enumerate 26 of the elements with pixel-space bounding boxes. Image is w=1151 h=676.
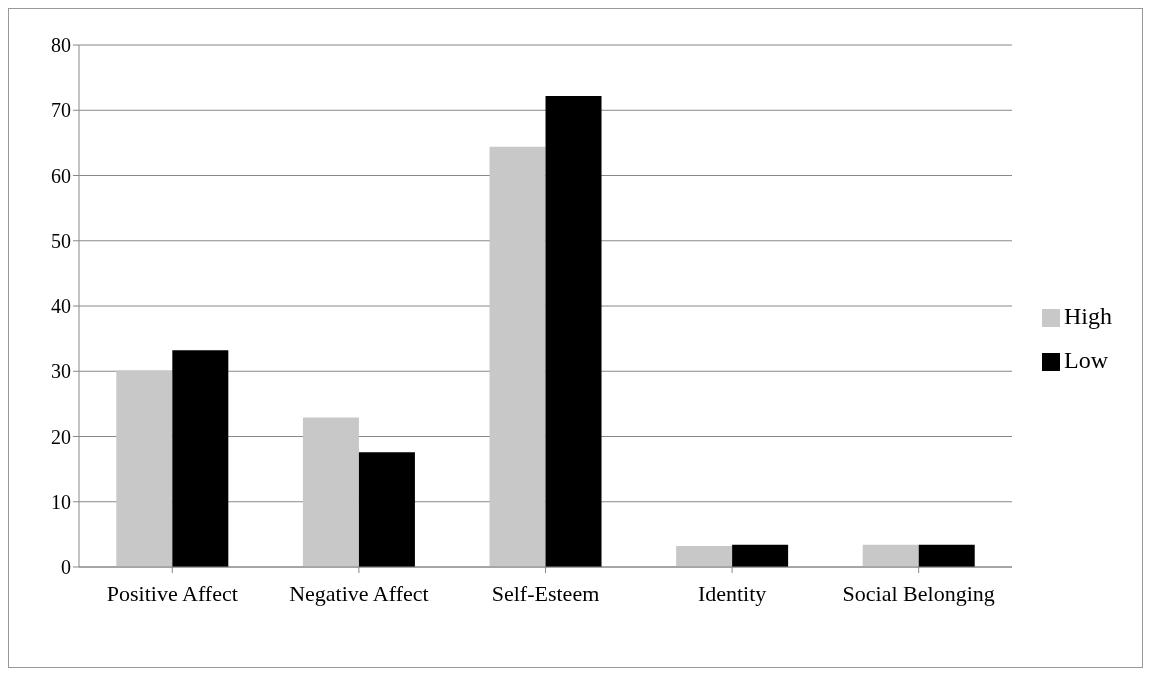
bar <box>116 370 173 567</box>
y-tick-label: 60 <box>51 164 71 187</box>
y-tick-label: 50 <box>51 229 71 252</box>
bar <box>172 350 229 567</box>
bar <box>302 417 359 567</box>
bar <box>489 146 546 567</box>
bar <box>732 544 789 567</box>
y-tick-label: 0 <box>61 556 71 579</box>
x-tick-label: Social Belonging <box>842 580 995 606</box>
legend-label: Low <box>1064 347 1108 373</box>
bar <box>862 544 919 567</box>
bar <box>918 544 975 567</box>
y-tick-label: 20 <box>51 425 71 448</box>
y-tick-label: 40 <box>51 295 71 318</box>
y-tick-label: 10 <box>51 490 71 513</box>
bar <box>545 95 602 567</box>
x-tick-label: Identity <box>697 580 767 606</box>
bar <box>358 452 415 567</box>
y-tick-label: 80 <box>51 34 71 57</box>
y-tick-label: 30 <box>51 360 71 383</box>
legend-label: High <box>1064 303 1112 329</box>
bar <box>676 546 733 567</box>
x-tick-label: Positive Affect <box>106 580 238 606</box>
x-tick-label: Negative Affect <box>289 580 429 606</box>
y-tick-label: 70 <box>51 99 71 122</box>
x-tick-label: Self-Esteem <box>491 580 600 606</box>
